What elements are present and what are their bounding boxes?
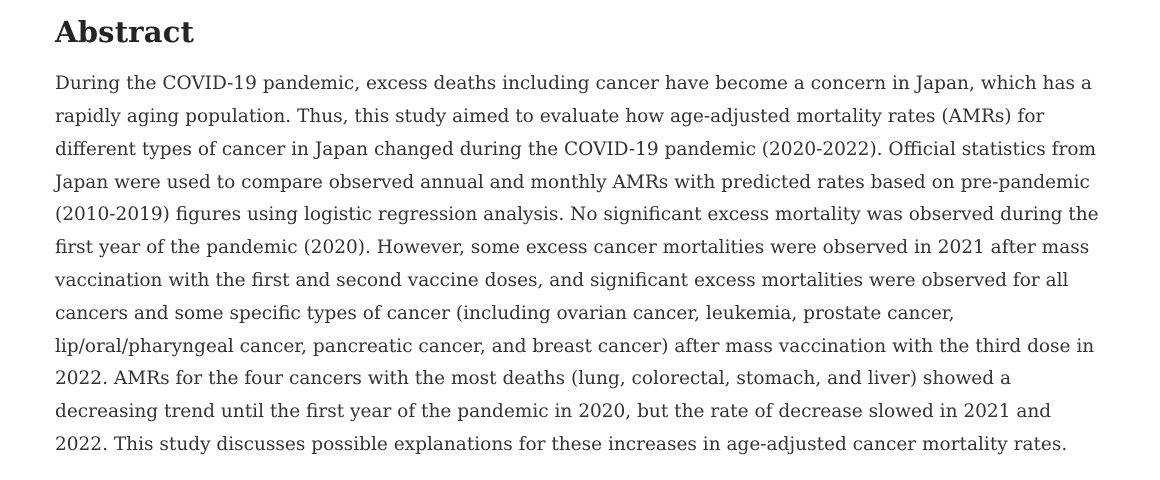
abstract-heading: Abstract bbox=[55, 15, 195, 49]
abstract-text: During the COVID-19 pandemic, excess dea… bbox=[55, 73, 1099, 456]
